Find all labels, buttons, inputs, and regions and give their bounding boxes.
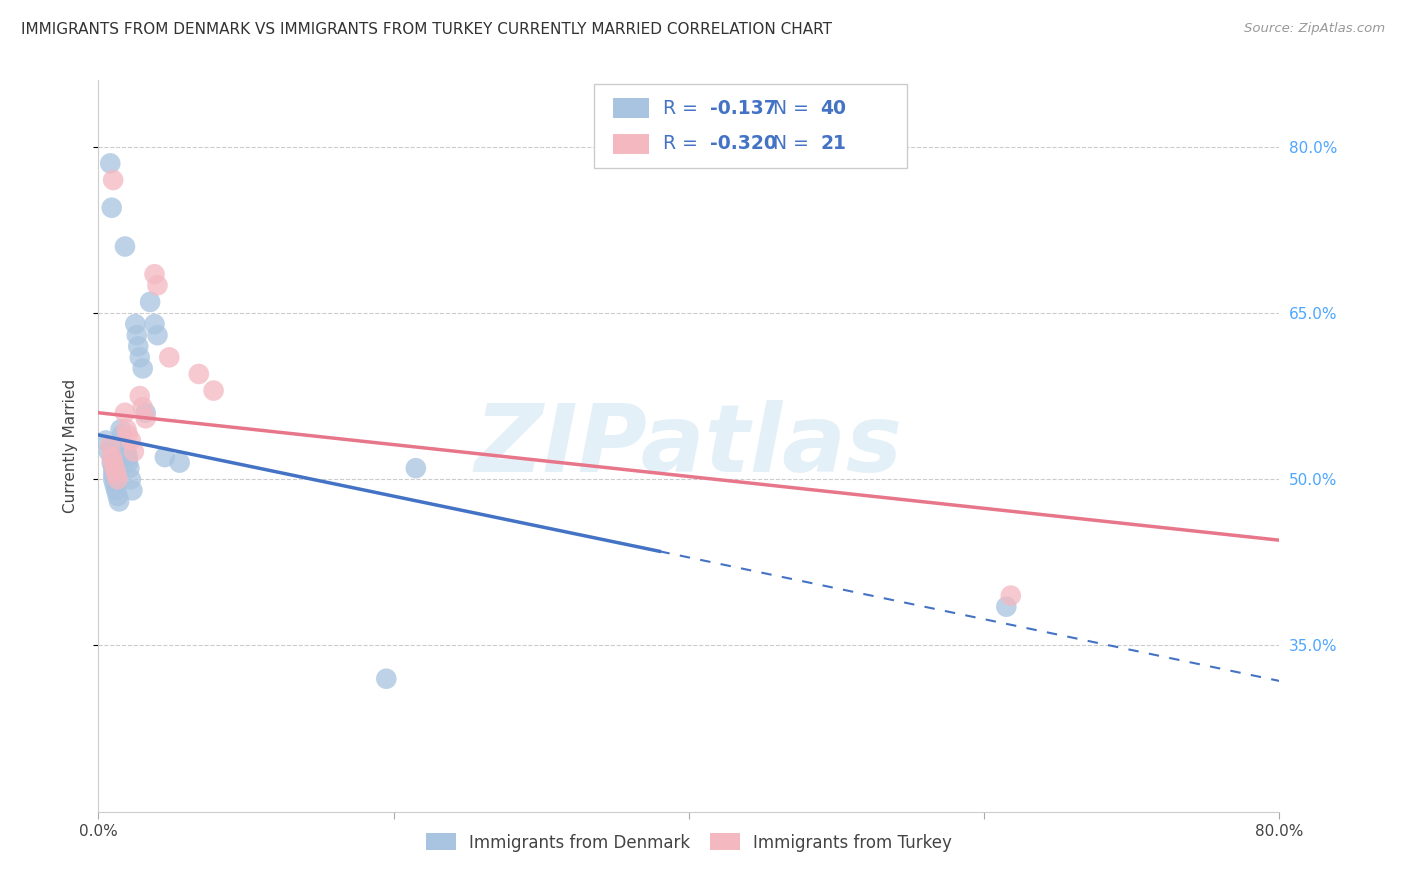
Point [117,456,139,470]
Point [115,444,138,458]
Point [97,444,120,458]
Point [135,411,157,425]
Text: IMMIGRANTS FROM DENMARK VS IMMIGRANTS FROM TURKEY CURRENTLY MARRIED CORRELATION : IMMIGRANTS FROM DENMARK VS IMMIGRANTS FR… [21,22,832,37]
Point [121,483,143,498]
Point [115,422,138,436]
Point [114,439,136,453]
Point [125,328,148,343]
Point [111,428,134,442]
Point [127,339,149,353]
Text: R =: R = [664,135,697,153]
Text: R =: R = [664,99,697,118]
Point [995,599,1018,614]
Text: N =: N = [773,99,808,118]
Point [169,456,191,470]
Point [128,351,150,365]
Point [114,406,136,420]
Text: N =: N = [773,135,808,153]
Y-axis label: Currently Married: Currently Married [63,379,77,513]
Point [146,328,169,343]
Text: 40: 40 [820,99,846,118]
FancyBboxPatch shape [613,98,648,119]
Point [202,384,225,398]
Point [103,461,125,475]
Point [108,494,131,508]
Point [105,483,128,498]
Point [143,267,166,281]
Point [405,461,427,475]
Point [135,406,157,420]
Point [103,472,125,486]
Point [120,472,142,486]
Point [94,434,117,448]
Point [122,444,145,458]
Text: Source: ZipAtlas.com: Source: ZipAtlas.com [1244,22,1385,36]
Point [157,351,180,365]
Point [143,317,166,331]
Point [128,389,150,403]
Point [100,450,122,464]
Point [107,472,129,486]
Point [98,156,121,170]
Point [146,278,169,293]
Point [100,456,122,470]
Point [105,467,128,481]
Legend: Immigrants from Denmark, Immigrants from Turkey: Immigrants from Denmark, Immigrants from… [419,827,959,858]
Point [153,450,176,464]
FancyBboxPatch shape [613,134,648,154]
Text: ZIPatlas: ZIPatlas [475,400,903,492]
Point [120,434,142,448]
Point [375,672,398,686]
Point [132,361,155,376]
Point [100,201,122,215]
Text: 21: 21 [820,135,846,153]
Point [114,239,136,253]
Point [103,456,125,470]
Point [187,367,209,381]
Point [139,294,162,309]
Point [132,401,155,415]
FancyBboxPatch shape [595,84,907,168]
Point [104,461,127,475]
Point [104,477,127,491]
Point [124,317,146,331]
Point [118,461,141,475]
Point [107,489,129,503]
Point [98,439,121,453]
Point [117,428,139,442]
Point [117,450,139,464]
Point [103,467,125,481]
Text: -0.137: -0.137 [710,99,778,118]
Point [103,173,125,187]
Point [1000,589,1022,603]
Point [110,422,132,436]
Text: -0.320: -0.320 [710,135,778,153]
